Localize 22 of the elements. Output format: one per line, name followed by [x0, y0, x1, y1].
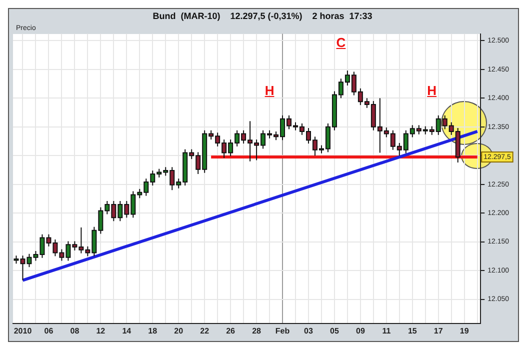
x-tick-label: 26: [226, 326, 236, 336]
x-tick-label: 11: [382, 326, 392, 336]
x-tick-label: 15: [408, 326, 418, 336]
x-tick-label: 09: [356, 326, 366, 336]
x-tick-label: 19: [460, 326, 470, 336]
annotation: H: [264, 83, 276, 99]
x-tick-label: 22: [200, 326, 210, 336]
chart-title: Bund (MAR-10) 12.297,5 (-0,31%) 2 horas 17:33: [152, 10, 372, 21]
annotation: C: [335, 35, 347, 51]
x-tick-label: 28: [252, 326, 262, 336]
x-tick-label: 17: [434, 326, 444, 336]
x-tick-label: 20: [174, 326, 184, 336]
x-tick-label: 14: [122, 326, 132, 336]
x-tick-label: 06: [44, 326, 54, 336]
x-tick-label: 05: [330, 326, 340, 336]
x-tick-label: 18: [148, 326, 158, 336]
x-tick-label: 12: [96, 326, 106, 336]
annotation: H: [426, 83, 438, 99]
x-tick-label: 08: [70, 326, 80, 336]
x-tick-label: Feb: [275, 326, 290, 336]
x-tick-label: 03: [304, 326, 314, 336]
x-tick-label: 2010: [14, 326, 32, 336]
